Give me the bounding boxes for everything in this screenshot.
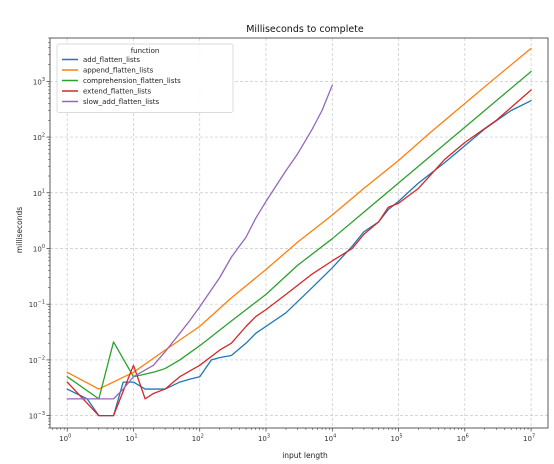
y-axis-label: milliseconds [15, 207, 24, 253]
y-tick-label: 10−2 [29, 355, 45, 365]
series-line-comprehension_flatten_lists [66, 70, 532, 400]
y-tick-label: 10−3 [29, 411, 45, 421]
legend-box [56, 43, 234, 113]
legend-label-append_flatten_lists: append_flatten_lists [83, 67, 154, 75]
chart-title: Milliseconds to complete [246, 24, 364, 35]
y-tick-label: 103 [33, 77, 45, 87]
series-line-extend_flatten_lists [66, 89, 532, 417]
series-line-add_flatten_lists [66, 100, 532, 417]
x-tick-label: 100 [59, 434, 71, 444]
series-line-append_flatten_lists [66, 47, 532, 390]
legend-label-slow_add_flatten_lists: slow_add_flatten_lists [83, 98, 159, 106]
y-tick-label: 102 [33, 133, 45, 143]
x-tick-label: 104 [324, 434, 336, 444]
legend-label-add_flatten_lists: add_flatten_lists [83, 56, 140, 64]
legend-title: function [131, 47, 160, 55]
x-tick-label: 107 [523, 434, 535, 444]
legend-label-comprehension_flatten_lists: comprehension_flatten_lists [83, 77, 181, 85]
y-tick-label: 101 [33, 188, 45, 198]
y-tick-label: 100 [33, 244, 45, 254]
x-tick-label: 103 [258, 434, 270, 444]
series-line-slow_add_flatten_lists [66, 84, 333, 400]
x-tick-label: 101 [125, 434, 137, 444]
x-tick-label: 106 [457, 434, 469, 444]
legend-label-extend_flatten_lists: extend_flatten_lists [83, 88, 151, 96]
x-axis-label: input length [282, 451, 328, 460]
y-tick-label: 10−1 [29, 300, 45, 310]
axes-frame [49, 37, 549, 429]
x-tick-label: 105 [390, 434, 402, 444]
x-tick-label: 102 [192, 434, 204, 444]
